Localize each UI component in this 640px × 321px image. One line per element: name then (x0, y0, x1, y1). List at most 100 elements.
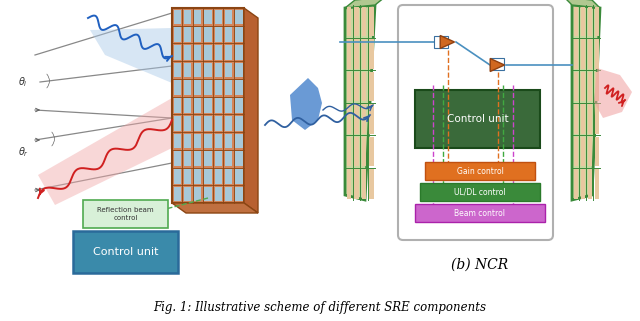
Bar (173, 151, 180, 166)
Bar (225, 98, 232, 113)
Bar (194, 169, 202, 184)
Bar (204, 98, 212, 113)
Bar (225, 63, 232, 77)
FancyBboxPatch shape (415, 90, 540, 148)
Bar (595, 72, 598, 101)
Bar (369, 72, 374, 101)
Bar (573, 6, 577, 36)
Text: Gain control: Gain control (456, 167, 504, 176)
Bar (369, 39, 374, 68)
Bar (595, 136, 598, 166)
Bar (362, 169, 366, 198)
Bar (225, 80, 232, 95)
Bar (573, 72, 577, 101)
Bar (204, 169, 212, 184)
Bar (214, 45, 222, 60)
Polygon shape (244, 8, 258, 213)
Bar (194, 116, 202, 131)
Bar (595, 6, 598, 36)
Bar (184, 10, 191, 24)
Bar (580, 6, 584, 36)
Bar (236, 151, 243, 166)
Bar (225, 134, 232, 148)
Bar (346, 104, 351, 134)
Bar (184, 134, 191, 148)
Bar (173, 187, 180, 202)
Polygon shape (38, 98, 172, 205)
Bar (236, 187, 243, 202)
Bar (595, 39, 598, 68)
Bar (369, 6, 374, 36)
Bar (184, 80, 191, 95)
Bar (580, 104, 584, 134)
Text: $\theta_r$: $\theta_r$ (18, 145, 29, 159)
Bar (354, 169, 358, 198)
FancyBboxPatch shape (73, 231, 178, 273)
Bar (214, 27, 222, 42)
Bar (573, 169, 577, 198)
Bar (588, 104, 591, 134)
Bar (184, 151, 191, 166)
Bar (236, 45, 243, 60)
Text: Control unit: Control unit (93, 247, 158, 257)
Bar (434, 36, 448, 48)
Bar (354, 72, 358, 101)
Polygon shape (490, 58, 504, 72)
Bar (194, 45, 202, 60)
Bar (184, 116, 191, 131)
Bar (204, 151, 212, 166)
Bar (214, 80, 222, 95)
Bar (236, 116, 243, 131)
Bar (214, 116, 222, 131)
Bar (346, 169, 351, 198)
Bar (346, 136, 351, 166)
FancyBboxPatch shape (83, 200, 168, 228)
Bar (573, 39, 577, 68)
Bar (214, 63, 222, 77)
Bar (362, 39, 366, 68)
Bar (580, 39, 584, 68)
Bar (173, 98, 180, 113)
Bar (173, 27, 180, 42)
Bar (362, 136, 366, 166)
Bar (204, 80, 212, 95)
Bar (236, 10, 243, 24)
Bar (204, 27, 212, 42)
Bar (236, 27, 243, 42)
Bar (204, 187, 212, 202)
Bar (225, 116, 232, 131)
Bar (194, 80, 202, 95)
Polygon shape (572, 5, 600, 200)
Polygon shape (290, 78, 322, 130)
Bar (194, 187, 202, 202)
Bar (362, 6, 366, 36)
Bar (580, 136, 584, 166)
Bar (184, 169, 191, 184)
Bar (354, 6, 358, 36)
Bar (184, 63, 191, 77)
Bar (573, 104, 577, 134)
Bar (588, 39, 591, 68)
FancyBboxPatch shape (425, 162, 535, 180)
Bar (369, 136, 374, 166)
Bar (346, 39, 351, 68)
Bar (346, 72, 351, 101)
Bar (173, 169, 180, 184)
Text: (b) NCR: (b) NCR (451, 258, 509, 272)
Bar (173, 63, 180, 77)
Bar (204, 116, 212, 131)
Bar (194, 27, 202, 42)
Text: Beam control: Beam control (454, 209, 506, 218)
Bar (184, 98, 191, 113)
Bar (362, 104, 366, 134)
Bar (204, 10, 212, 24)
Bar (354, 39, 358, 68)
Bar (204, 45, 212, 60)
Bar (225, 169, 232, 184)
Polygon shape (564, 0, 600, 8)
Bar (214, 98, 222, 113)
Bar (204, 63, 212, 77)
Bar (225, 187, 232, 202)
Polygon shape (172, 203, 258, 213)
Bar (194, 63, 202, 77)
